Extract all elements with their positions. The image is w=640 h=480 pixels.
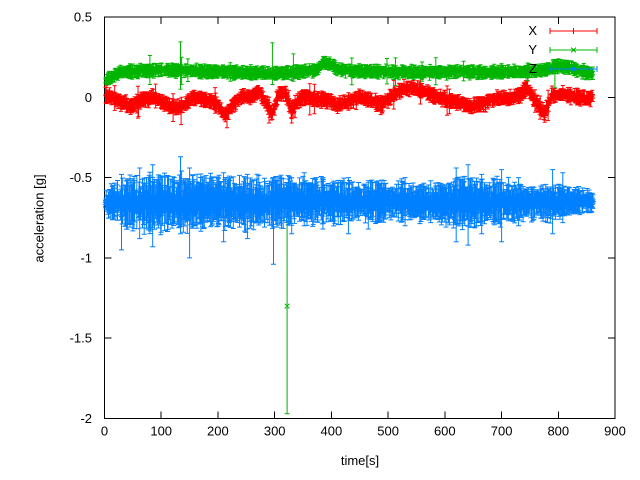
series-Y-markers	[103, 59, 596, 309]
series-Z-markers	[102, 194, 596, 210]
x-tick-label: 300	[264, 424, 286, 439]
x-tick-label: 800	[547, 424, 569, 439]
y-tick-label: 0	[85, 90, 92, 105]
axis-ticks	[104, 16, 616, 419]
y-tick-label: -0.5	[70, 170, 92, 185]
series-X-markers	[103, 83, 596, 119]
x-tick-label: 0	[101, 424, 108, 439]
x-tick-label: 100	[150, 424, 172, 439]
y-tick-label: -1	[80, 250, 92, 265]
legend-label-y: Y	[528, 42, 537, 57]
legend-label-z: Z	[529, 61, 537, 76]
legend-sample-Z	[549, 66, 598, 72]
x-tick-label: 200	[207, 424, 229, 439]
x-tick-label: 900	[604, 424, 626, 439]
y-tick-label: -1.5	[70, 331, 92, 346]
x-axis-label: time[s]	[340, 453, 380, 468]
x-tick-label: 600	[434, 424, 456, 439]
x-tick-label: 700	[491, 424, 513, 439]
x-tick-label: 500	[377, 424, 399, 439]
y-axis-label: acceleration [g]	[31, 174, 47, 263]
legend-sample-Y	[549, 47, 598, 53]
series-Z-errorbars	[103, 156, 596, 265]
y-tick-label: -2	[80, 411, 92, 426]
legend-label-x: X	[528, 23, 537, 38]
x-tick-label: 400	[321, 424, 343, 439]
legend-sample-X	[549, 28, 598, 34]
y-tick-label: 0.5	[74, 10, 92, 25]
